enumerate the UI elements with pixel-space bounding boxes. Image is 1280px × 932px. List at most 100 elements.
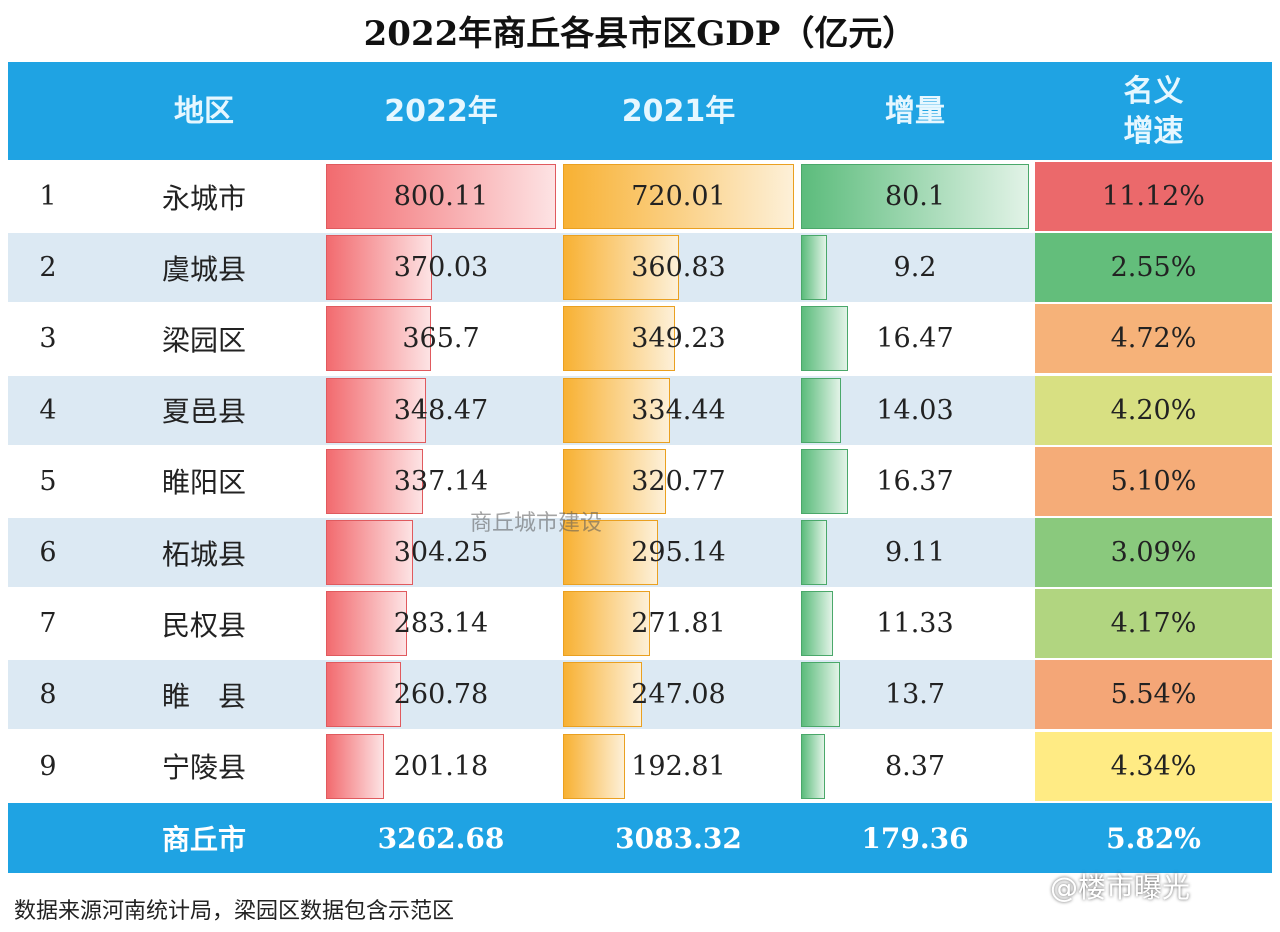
row-bg [8, 518, 1035, 587]
footer-cell: 3083.32 [615, 821, 742, 855]
data-bar [326, 591, 408, 657]
footer-bg [8, 803, 1272, 873]
cell: 320.77 [631, 465, 726, 497]
data-bar [326, 306, 432, 372]
cell: 9.2 [893, 252, 937, 284]
title: 2022年商丘各县市区GDP（亿元） [363, 14, 917, 54]
header-bg [8, 62, 1272, 160]
footer-cell: 179.36 [861, 821, 969, 855]
note: 数据来源河南统计局，梁园区数据包含示范区 [14, 899, 455, 924]
header-cell: 2022年 [384, 94, 498, 129]
data-bar [801, 164, 1029, 229]
data-bar [563, 306, 676, 372]
footer-cell: 5.82% [1106, 821, 1201, 855]
data-bar [563, 448, 666, 514]
cell: 2.55% [1110, 252, 1197, 284]
cell: 80.1 [884, 181, 946, 212]
region: 睢 县 [161, 679, 246, 713]
cell: 3 [39, 323, 57, 355]
cell: 7 [39, 608, 57, 640]
data-bar [563, 520, 658, 585]
cell: 260.78 [393, 679, 489, 711]
growth-bg [1035, 518, 1272, 587]
cell: 2 [39, 252, 57, 284]
cell: 360.83 [631, 252, 726, 284]
watermark: 商丘城市建设 [470, 511, 603, 536]
cell: 4.17% [1110, 608, 1197, 640]
cell: 4.20% [1110, 394, 1197, 426]
cell: 16.47 [876, 323, 954, 355]
data-bar [563, 591, 651, 657]
data-bar [326, 448, 423, 514]
data-bar [326, 164, 556, 229]
cell: 295.14 [631, 537, 726, 568]
data-bar [326, 733, 384, 799]
data-bar [326, 377, 427, 443]
growth-bg [1035, 446, 1272, 516]
row-bg [8, 375, 1035, 445]
header-cell: 地区 [174, 94, 234, 129]
cell: 720.01 [631, 181, 726, 212]
row-bg [8, 304, 1035, 374]
cell: 5.54% [1110, 679, 1197, 711]
footer-cell: 商丘市 [161, 823, 246, 856]
data-bar [801, 235, 828, 301]
row-bg [8, 660, 1035, 730]
footer-cell: 3262.68 [377, 821, 505, 855]
data-bar [326, 235, 433, 301]
cell: 16.37 [876, 465, 954, 497]
data-bar [801, 448, 848, 514]
cell: 4.72% [1110, 323, 1197, 355]
cell: 9.11 [884, 537, 946, 568]
cell: 5.10% [1110, 465, 1197, 497]
data-bar [563, 733, 625, 799]
data-bar [326, 662, 401, 728]
cell: 349.23 [631, 323, 726, 355]
cell: 9 [39, 750, 57, 782]
region: 夏邑县 [161, 395, 246, 429]
row-bg [8, 233, 1035, 303]
row-bg [8, 446, 1035, 516]
growth-bg [1035, 731, 1272, 801]
cell: 800.11 [393, 181, 489, 212]
growth-bg [1035, 162, 1272, 231]
data-bar [801, 306, 848, 372]
data-bar [563, 662, 643, 728]
data-bar [563, 164, 794, 229]
cell: 14.03 [876, 394, 954, 426]
cell: 370.03 [393, 252, 489, 284]
cell: 8 [39, 679, 57, 711]
cell: 4 [39, 394, 57, 426]
data-bar [801, 591, 834, 657]
cell: 247.08 [631, 679, 726, 711]
header-cell: 增量 [885, 94, 945, 129]
growth-bg [1035, 660, 1272, 730]
growth-bg [1035, 304, 1272, 374]
header-cell: 2021年 [621, 94, 736, 129]
region: 宁陵县 [161, 751, 246, 785]
cell: 3.09% [1110, 537, 1197, 568]
cell: 1 [39, 181, 57, 212]
data-bar [801, 377, 841, 443]
cell: 8.37 [884, 750, 946, 782]
cell: 334.44 [631, 394, 726, 426]
region: 民权县 [161, 608, 246, 642]
data-bar [801, 733, 825, 799]
credit: @楼市曝光 [1050, 871, 1191, 904]
cell: 201.18 [393, 750, 489, 782]
growth-bg [1035, 375, 1272, 445]
region: 永城市 [161, 181, 246, 215]
cell: 11.12% [1102, 181, 1205, 212]
data-bar [563, 377, 671, 443]
cell: 365.7 [402, 323, 480, 355]
region: 睢阳区 [161, 466, 246, 500]
region: 柘城县 [161, 537, 246, 571]
data-bar [801, 662, 840, 728]
cell: 4.34% [1110, 750, 1197, 782]
cell: 192.81 [631, 750, 726, 782]
data-bar [563, 235, 679, 301]
region: 虞城县 [161, 252, 246, 286]
row-bg [8, 731, 1035, 801]
growth-bg [1035, 589, 1272, 659]
